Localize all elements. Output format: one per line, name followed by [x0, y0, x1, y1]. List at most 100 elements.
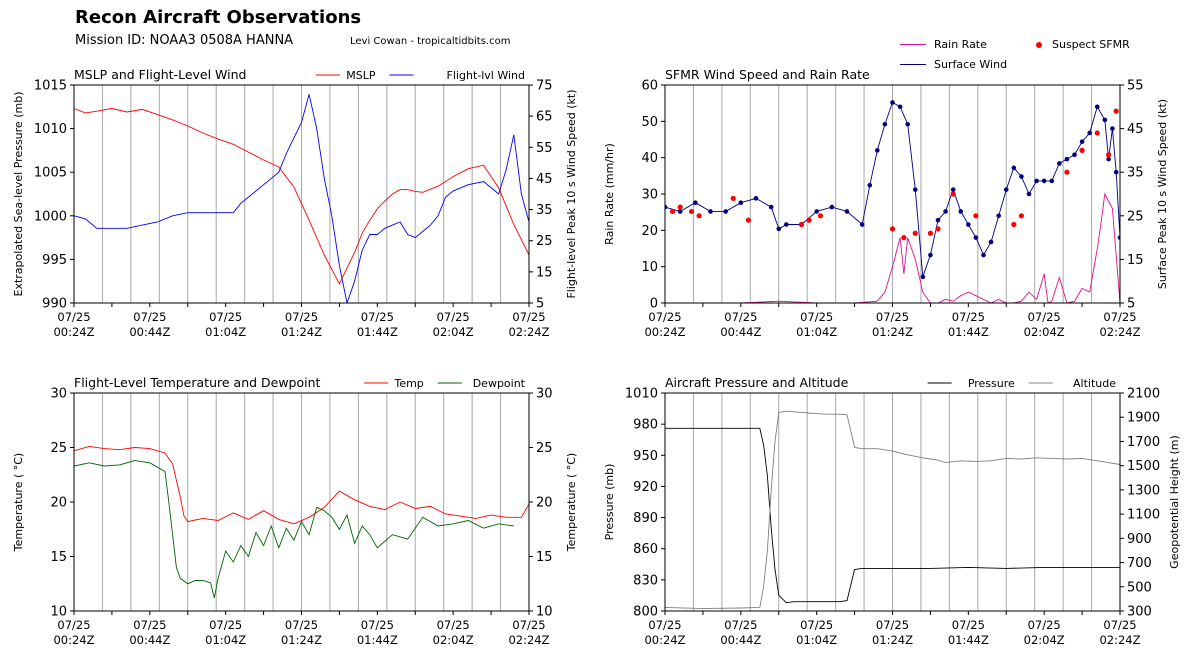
x-tick-label: 02:24Z — [508, 325, 549, 339]
x-tick-label: 01:24Z — [281, 633, 322, 647]
surface-wind-point — [920, 274, 926, 280]
suspect-sfmr-point — [817, 213, 824, 219]
surface-wind-point — [1106, 156, 1111, 162]
y-tick-label: 10 — [50, 605, 67, 620]
suspect-sfmr-point — [927, 230, 934, 236]
surface-wind-point — [677, 209, 683, 214]
plot-area — [665, 100, 1120, 303]
y-right-tick-label: 45 — [536, 172, 553, 187]
surface-wind-point — [1041, 178, 1047, 184]
surface-wind-point — [753, 196, 759, 201]
legend-rain-rate: Rain Rate — [900, 38, 987, 51]
surface-wind-point — [905, 121, 910, 127]
x-tick-label: 02:04Z — [1024, 325, 1065, 339]
y-right-tick-label: 75 — [536, 79, 553, 94]
surface-wind-point — [1026, 191, 1032, 197]
mission-id: Mission ID: NOAA3 0508A HANNA — [75, 33, 294, 48]
x-tick-label: 07/25 — [876, 618, 909, 632]
surface-wind-point — [958, 209, 964, 214]
y-right-tick-label: 30 — [536, 387, 553, 402]
suspect-sfmr-point — [1011, 221, 1017, 228]
y-right-tick-label: 1300 — [1127, 483, 1160, 498]
suspect-sfmr-marker-icon — [1036, 41, 1042, 48]
y-tick-label: 15 — [50, 550, 67, 565]
surface-wind-point — [1094, 104, 1100, 110]
x-tick-label: 07/25 — [57, 618, 90, 632]
suspect-sfmr-point — [935, 226, 941, 232]
y-axis-label: Rain Rate (mm/hr) — [603, 143, 616, 245]
y-right-tick-label: 900 — [1127, 532, 1152, 547]
surface-wind-point — [784, 222, 789, 227]
suspect-sfmr-point — [950, 191, 956, 197]
y-right-tick-label: 20 — [536, 496, 553, 511]
rain-rate-swatch — [900, 44, 926, 45]
x-tick-label: 07/25 — [512, 618, 545, 632]
surface-wind-point — [814, 209, 819, 214]
y-axis-label: Extrapolated Sea-level Pressure (mb) — [12, 92, 25, 297]
y-right-tick-label: 55 — [536, 141, 553, 156]
surface-wind-point — [776, 226, 782, 232]
surface-wind-point — [1072, 152, 1077, 158]
y-right-tick-label: 15 — [536, 265, 553, 280]
surface-wind-point — [882, 121, 888, 127]
y-right-axis-label: Temperature ( °C) — [565, 453, 578, 552]
legend-label: Temp — [393, 377, 423, 390]
x-tick-label: 01:24Z — [872, 633, 913, 647]
x-tick-label: 07/25 — [724, 618, 757, 632]
surface-wind-point — [950, 187, 956, 192]
surface-wind-point — [943, 209, 948, 214]
x-tick-label: 07/25 — [512, 310, 545, 324]
x-tick-label: 07/25 — [648, 618, 681, 632]
y-right-tick-label: 1700 — [1127, 435, 1160, 450]
x-tick-label: 07/25 — [1028, 310, 1061, 324]
x-tick-label: 00:24Z — [53, 633, 94, 647]
x-tick-label: 00:44Z — [129, 325, 170, 339]
y-tick-label: 20 — [641, 224, 658, 239]
x-tick-label: 01:04Z — [796, 633, 837, 647]
plot-area — [665, 410, 1120, 610]
surface-wind-point — [966, 222, 971, 227]
suspect-sfmr-point — [806, 217, 812, 223]
y-right-axis-label: Geopotential Height (m) — [1168, 435, 1181, 569]
credit-text: Levi Cowan - tropicaltidbits.com — [350, 36, 511, 47]
y-right-tick-label: 25 — [536, 234, 553, 249]
chart-pres_alt: 800 830 860 890 920 950 980 1010 300 500 700 900 110… — [603, 375, 1181, 647]
chart-sfmr_rain: 01020304050605152535455507/2500:24Z07/25… — [603, 67, 1169, 339]
legend-label: MSLP — [346, 69, 376, 82]
surface-wind-point — [768, 204, 774, 210]
surface-wind-point — [981, 252, 986, 258]
x-tick-label: 01:44Z — [948, 633, 989, 647]
surface-wind-point — [723, 209, 728, 214]
x-tick-label: 07/25 — [57, 310, 90, 324]
y-tick-label: 890 — [633, 511, 658, 526]
mslp-line — [74, 108, 529, 285]
chart-temp_dew: 1015202530101520253007/2500:24Z07/2500:4… — [12, 375, 578, 647]
suspect-sfmr-point — [1064, 169, 1070, 175]
x-tick-label: 00:44Z — [720, 325, 761, 339]
surface-wind-point — [1049, 178, 1055, 184]
surface-wind-point — [1011, 165, 1017, 171]
x-tick-label: 02:24Z — [1099, 325, 1140, 339]
suspect-sfmr-point — [669, 208, 676, 215]
y-right-tick-label: 5 — [536, 297, 544, 312]
y-right-tick-label: 15 — [1127, 253, 1144, 268]
surface-wind-point — [988, 239, 994, 245]
y-axis-label: Temperature ( °C) — [12, 453, 25, 552]
x-tick-label: 01:04Z — [205, 633, 246, 647]
y-tick-label: 50 — [641, 115, 658, 130]
y-right-tick-label: 35 — [1127, 166, 1144, 181]
plot-area — [74, 445, 529, 599]
y-right-tick-label: 25 — [536, 441, 553, 456]
y-right-tick-label: 500 — [1127, 580, 1152, 595]
pressure-line — [665, 427, 1120, 604]
x-tick-label: 01:44Z — [948, 325, 989, 339]
x-tick-label: 01:04Z — [796, 325, 837, 339]
suspect-sfmr-point — [889, 226, 896, 232]
y-axis-label: Pressure (mb) — [603, 464, 616, 541]
x-tick-label: 02:04Z — [433, 325, 474, 339]
x-tick-label: 00:44Z — [720, 633, 761, 647]
surface-wind-point — [928, 252, 933, 258]
suspect-sfmr-point — [730, 195, 736, 201]
surface-wind-point — [867, 182, 873, 188]
